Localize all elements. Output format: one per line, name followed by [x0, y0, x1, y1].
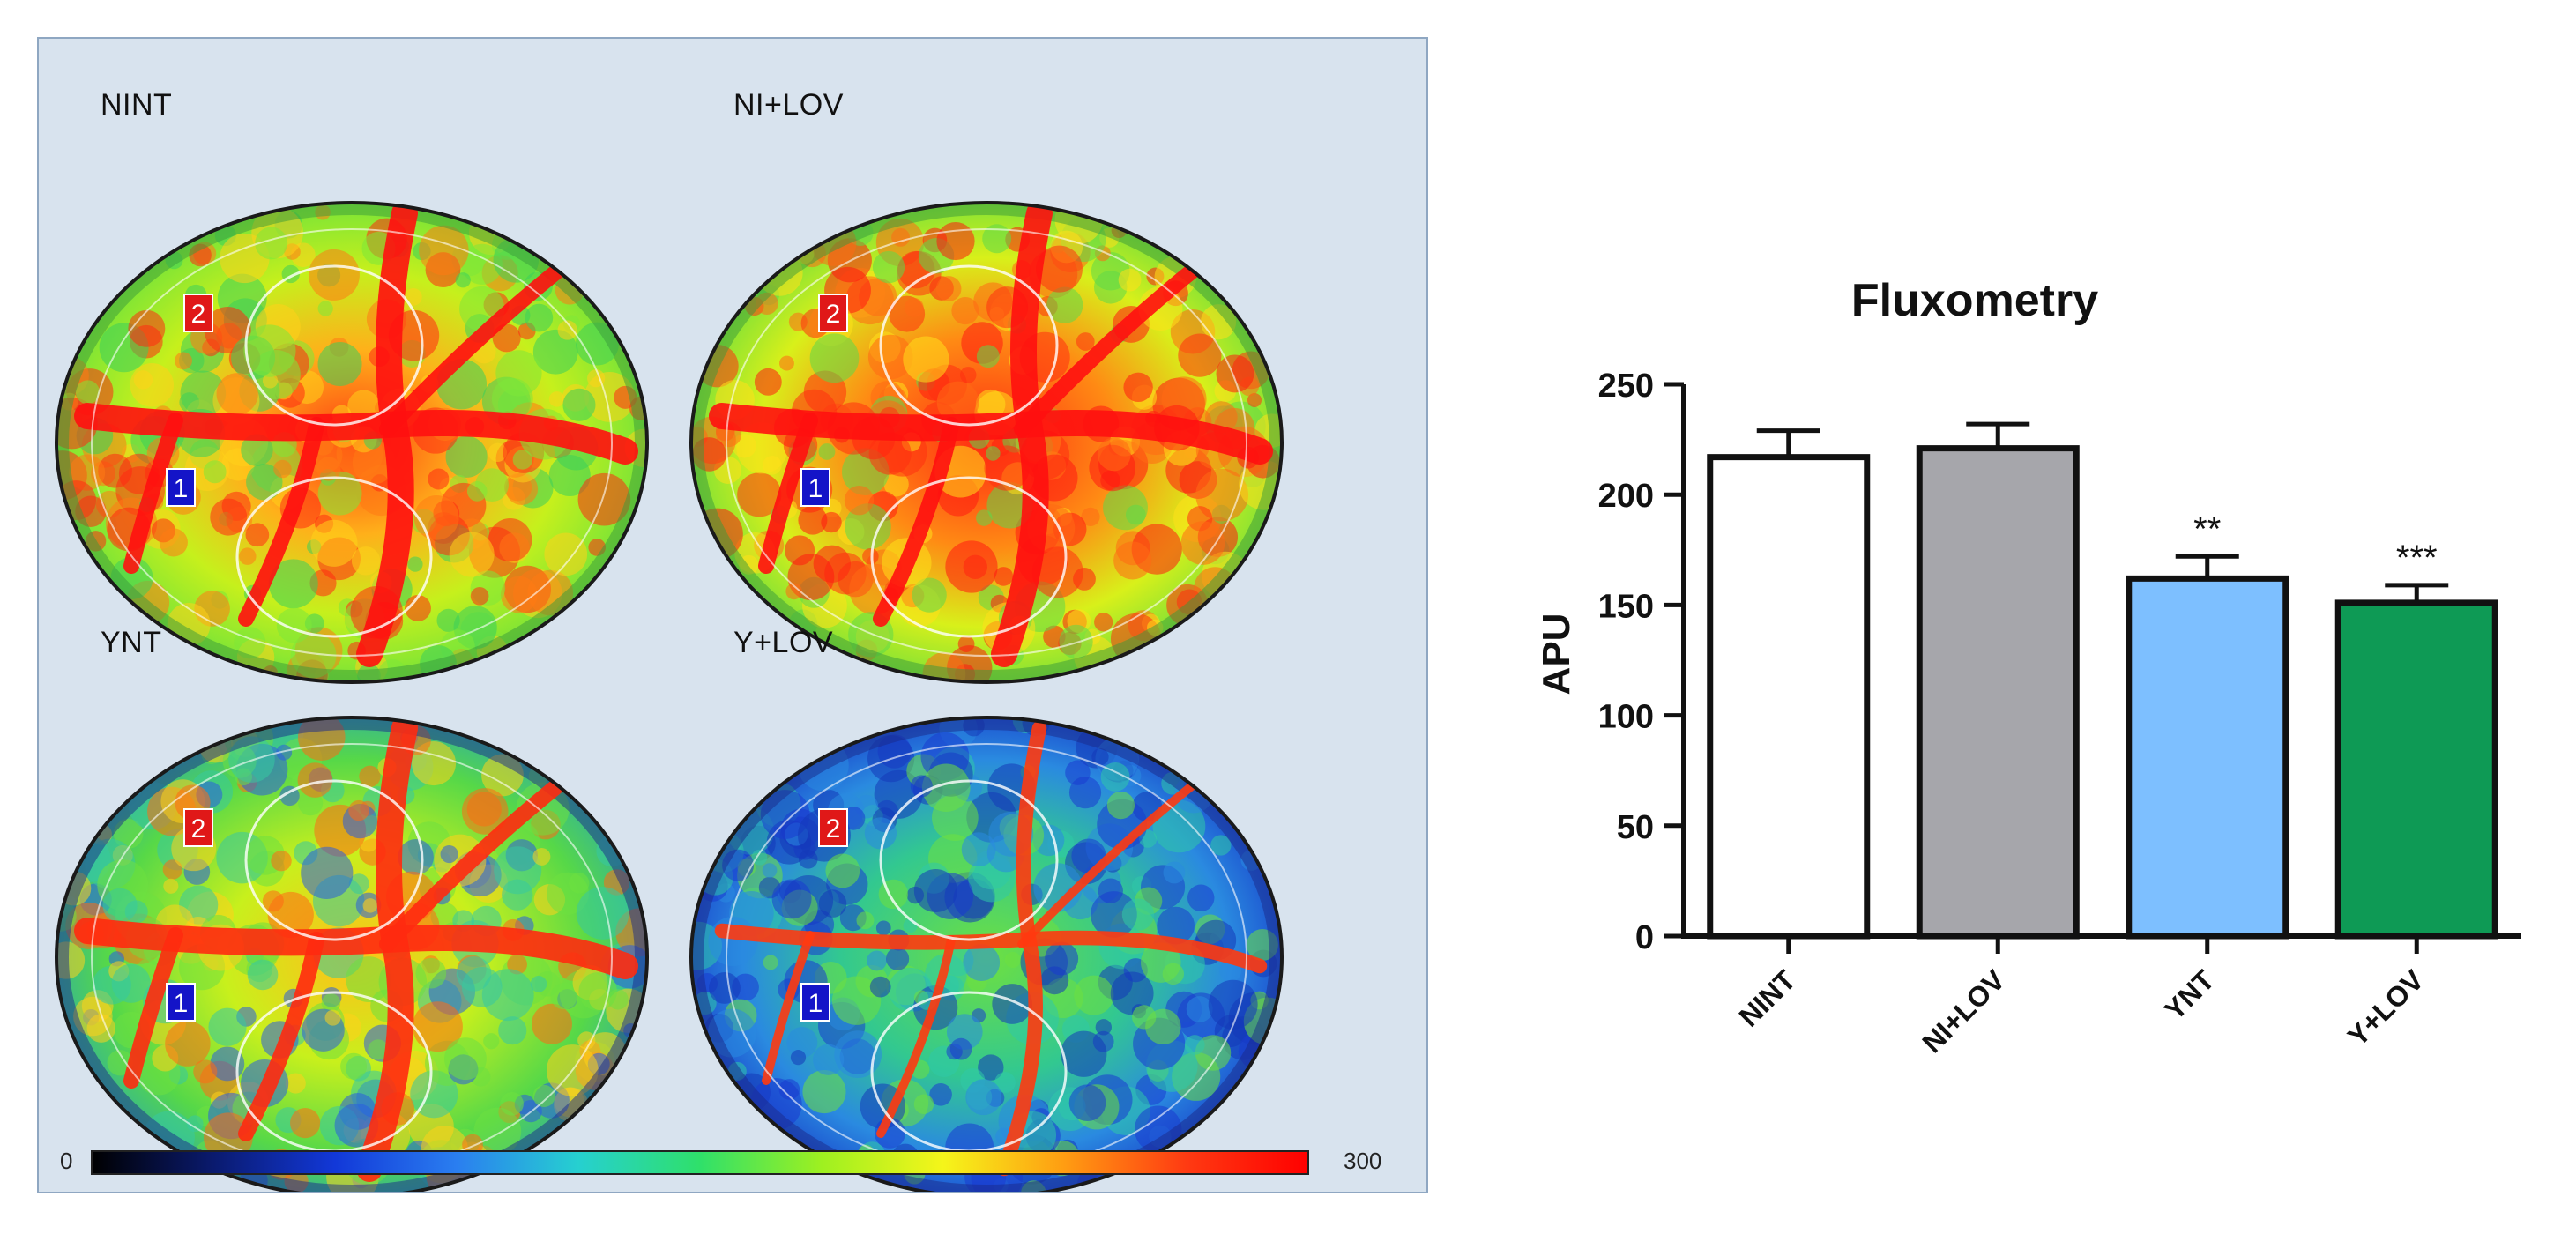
y-tick-label: 50	[1617, 809, 1654, 846]
bar-y-lov	[2334, 599, 2498, 940]
colorbar-min-label: 0	[60, 1148, 73, 1174]
roi-marker-1	[166, 468, 196, 507]
roi-marker-label: 1	[808, 474, 823, 503]
scan-nilov: 21	[689, 201, 1284, 684]
x-tick-label: NINT	[1732, 963, 1802, 1033]
roi-marker-label: 1	[174, 474, 189, 503]
bar-nint	[1707, 454, 1871, 940]
panel-label-ynt: YNT	[101, 626, 162, 659]
roi-marker-label: 2	[826, 300, 841, 329]
scan-nint: 21	[55, 201, 649, 684]
panel-label-nint: NINT	[101, 88, 173, 122]
colorbar	[91, 1150, 1309, 1175]
panel-label-ylov: Y+LOV	[733, 626, 834, 659]
y-tick-label: 250	[1598, 368, 1654, 405]
roi-marker-label: 2	[191, 300, 206, 329]
roi-marker-label: 2	[191, 814, 206, 844]
roi-marker-label: 1	[808, 989, 823, 1018]
fluxometry-chart: Fluxometry APU 0 50 100 150 200 250 NINT NI+LOV…	[1535, 275, 2521, 1059]
significance-label: **	[2193, 509, 2221, 548]
scan-ylov: 21	[689, 716, 1284, 1192]
panel-label-nilov: NI+LOV	[733, 88, 844, 122]
roi-marker-1	[800, 983, 830, 1022]
bar-ynt	[2126, 575, 2289, 940]
chart-title: Fluxometry	[1851, 275, 2098, 326]
roi-marker-label: 1	[174, 989, 189, 1018]
roi-marker-label: 2	[826, 814, 841, 844]
roi-marker-2	[183, 294, 213, 332]
colorbar-max-label: 300	[1344, 1148, 1382, 1174]
x-tick-label: NI+LOV	[1916, 963, 2011, 1059]
y-tick-label: 150	[1598, 588, 1654, 625]
roi-marker-2	[818, 294, 848, 332]
roi-marker-2	[818, 808, 848, 847]
x-tick-label: Y+LOV	[2341, 963, 2431, 1052]
bar-ni-lov	[1916, 445, 2080, 940]
roi-marker-1	[166, 983, 196, 1022]
scan-ynt: 21	[55, 716, 649, 1192]
significance-label: ***	[2396, 539, 2438, 577]
y-axis-label: APU	[1535, 613, 1578, 695]
y-tick-label: 100	[1598, 699, 1654, 736]
roi-marker-1	[800, 468, 830, 507]
x-tick-label: YNT	[2158, 963, 2221, 1026]
roi-marker-2	[183, 808, 213, 847]
y-tick-label: 200	[1598, 478, 1654, 515]
y-tick-label: 0	[1635, 919, 1654, 956]
